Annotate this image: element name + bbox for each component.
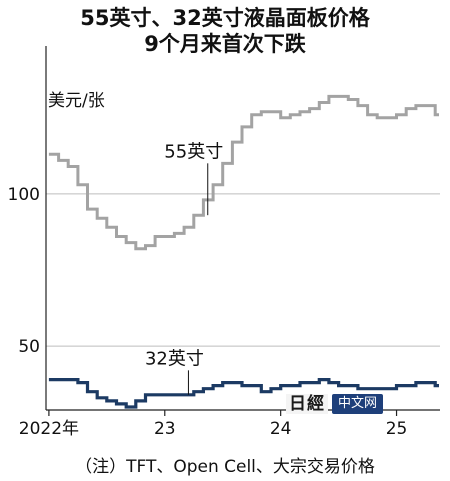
y-tick-label-100: 100 — [8, 185, 40, 205]
x-tick-label-3: 25 — [386, 419, 408, 439]
series-annotation-0: 55英寸 — [164, 141, 223, 162]
label-layer: 55英寸 32英寸 — [145, 141, 223, 395]
nikkei-logo: 日經 中文网 — [286, 393, 384, 415]
chart-title-line-1: 55英寸、32英寸液晶面板价格 — [80, 6, 370, 30]
series-line-55英寸 — [48, 94, 439, 251]
nikkei-logo-badge: 中文网 — [332, 394, 384, 414]
chart-title-line-2: 9个月来首次下跌 — [144, 32, 306, 56]
series-line-32英寸 — [48, 378, 439, 409]
x-tick-label-1: 23 — [154, 419, 176, 439]
series-annotation-1: 32英寸 — [145, 348, 204, 369]
x-tick-label-0: 2022年 — [19, 419, 79, 439]
footnote: （注）TFT、Open Cell、大宗交易价格 — [75, 457, 375, 477]
y-tick-label-50: 50 — [18, 337, 40, 357]
axis-layer: 50 100 美元/张 2022年 23 24 25 — [8, 46, 440, 439]
x-tick-label-2: 24 — [270, 419, 292, 439]
nikkei-logo-mark: 日經 — [286, 394, 328, 414]
y-axis-label: 美元/张 — [48, 91, 105, 111]
grid-layer — [46, 193, 440, 347]
series-layer — [48, 94, 439, 409]
